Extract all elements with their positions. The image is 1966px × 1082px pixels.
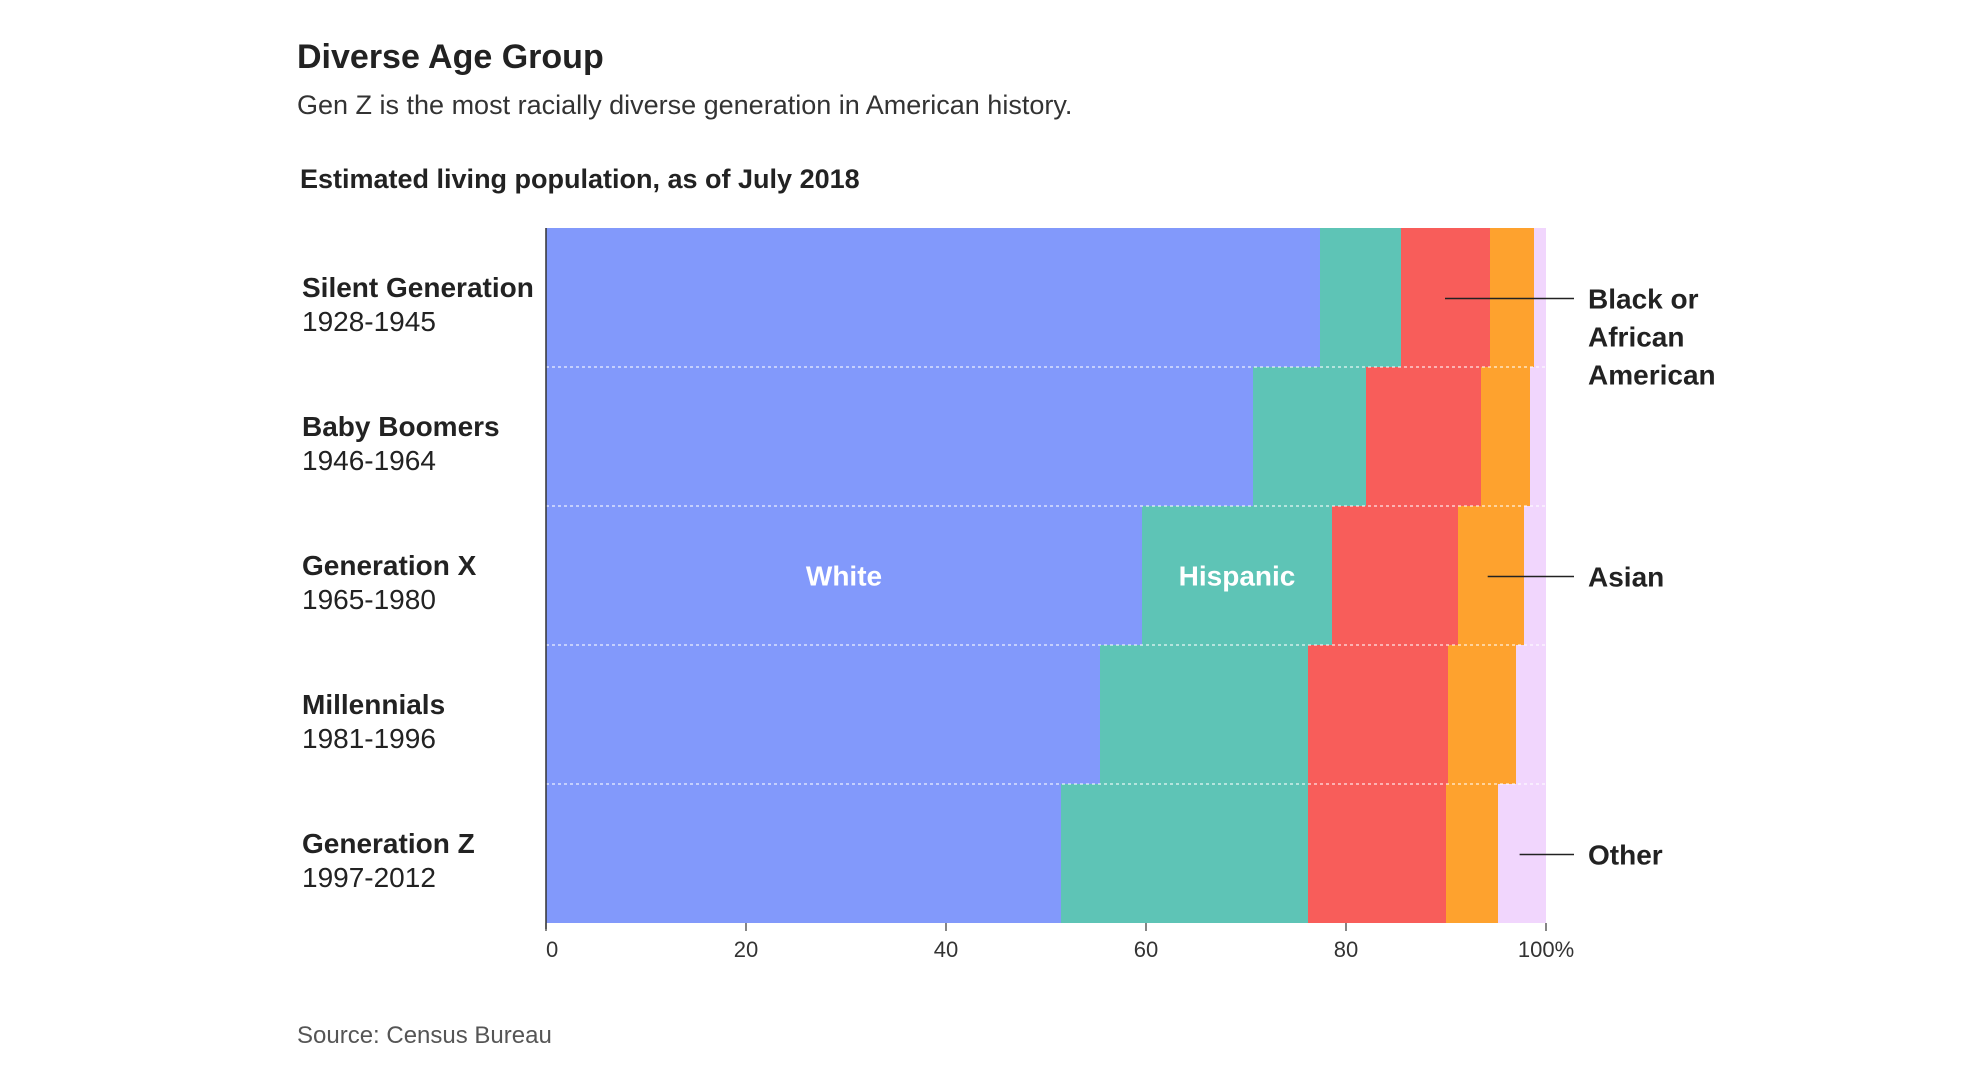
series-label-other: Other: [1588, 840, 1663, 871]
series-label-white: White: [806, 561, 882, 592]
row-years-millennials: 1981-1996: [302, 723, 436, 754]
series-label-asian: Asian: [1588, 562, 1664, 593]
series-label-hispanic: Hispanic: [1179, 561, 1296, 592]
row-label-millennials: Millennials: [302, 689, 445, 720]
row-years-baby-boomers: 1946-1964: [302, 445, 436, 476]
bar-generation-z-black-or-african-american: [1308, 784, 1446, 923]
row-label-silent-generation: Silent Generation: [302, 272, 534, 303]
bar-generation-z-other: [1498, 784, 1546, 923]
bar-generation-x-white: [546, 506, 1142, 645]
bar-baby-boomers-black-or-african-american: [1366, 367, 1481, 506]
chart-title: Diverse Age Group: [297, 38, 604, 76]
bar-baby-boomers-white: [546, 367, 1253, 506]
x-tick-label: 0: [546, 937, 558, 962]
bar-baby-boomers-other: [1530, 367, 1546, 506]
bar-generation-x-black-or-african-american: [1332, 506, 1458, 645]
series-label-line: Black or: [1588, 284, 1699, 315]
x-tick-label: 80: [1334, 937, 1358, 962]
row-label-baby-boomers: Baby Boomers: [302, 411, 500, 442]
bar-silent-generation-hispanic: [1320, 228, 1401, 367]
bar-generation-z-asian: [1446, 784, 1498, 923]
series-label-line: African: [1588, 322, 1684, 353]
bars-group: [546, 228, 1546, 923]
row-years-generation-x: 1965-1980: [302, 584, 436, 615]
bar-baby-boomers-asian: [1481, 367, 1530, 506]
series-label-line: Asian: [1588, 562, 1664, 593]
bar-millennials-black-or-african-american: [1308, 645, 1448, 784]
bar-baby-boomers-hispanic: [1253, 367, 1366, 506]
x-tick-label: 100%: [1518, 937, 1574, 962]
series-label-line: American: [1588, 360, 1716, 391]
source-note: Source: Census Bureau: [297, 1022, 552, 1049]
bar-silent-generation-black-or-african-american: [1401, 228, 1490, 367]
x-tick-label: 20: [734, 937, 758, 962]
series-label-line: Other: [1588, 840, 1663, 871]
bar-millennials-white: [546, 645, 1100, 784]
bar-millennials-asian: [1448, 645, 1516, 784]
row-years-silent-generation: 1928-1945: [302, 306, 436, 337]
category-labels: White Hispanic Black or African American Asia…: [806, 284, 1716, 871]
row-years-generation-z: 1997-2012: [302, 862, 436, 893]
x-tick-label: 60: [1134, 937, 1158, 962]
bar-generation-z-white: [546, 784, 1061, 923]
bar-silent-generation-other: [1534, 228, 1546, 367]
x-axis: 0 20 40 60 80 100%: [545, 228, 1574, 962]
bar-millennials-hispanic: [1100, 645, 1308, 784]
chart-label: Estimated living population, as of July …: [300, 164, 860, 194]
row-separators: [546, 366, 1546, 785]
chart-subtitle: Gen Z is the most racially diverse gener…: [297, 90, 1073, 120]
row-label-generation-z: Generation Z: [302, 828, 475, 859]
bar-generation-x-asian: [1458, 506, 1524, 645]
series-label-black-or-african-american: Black or African American: [1588, 284, 1716, 391]
bar-millennials-other: [1516, 645, 1546, 784]
bar-silent-generation-asian: [1490, 228, 1534, 367]
bar-generation-x-other: [1524, 506, 1546, 645]
bar-generation-x-hispanic: [1142, 506, 1332, 645]
bar-silent-generation-white: [546, 228, 1320, 367]
row-label-generation-x: Generation X: [302, 550, 477, 581]
x-tick-label: 40: [934, 937, 958, 962]
bar-generation-z-hispanic: [1061, 784, 1308, 923]
